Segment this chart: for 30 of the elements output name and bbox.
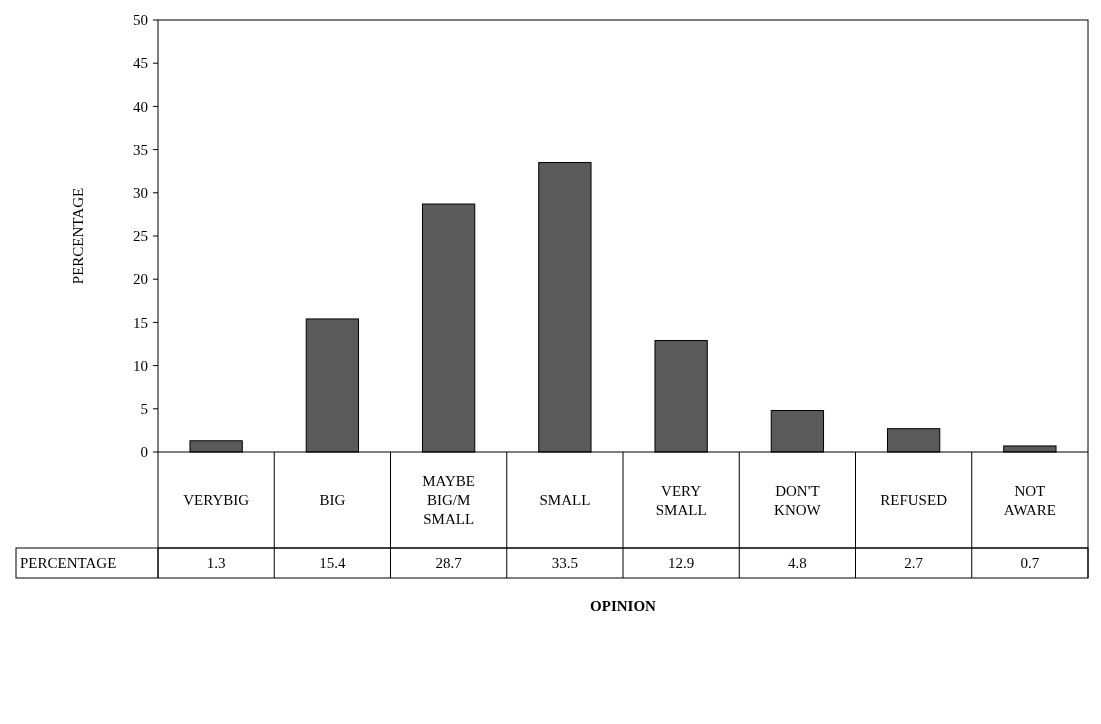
data-label: 1.3 [206, 555, 226, 572]
text: PERCENTAGE [20, 555, 117, 572]
y-tick-label: 20 [133, 271, 148, 288]
data-label: 33.5 [551, 555, 578, 572]
data-label: 12.9 [668, 555, 695, 572]
y-tick-label: 40 [133, 98, 148, 115]
data-label: 2.7 [904, 555, 924, 572]
data-label: 15.4 [319, 555, 346, 572]
x-tick-label: REFUSED [880, 492, 948, 509]
x-tick-label: MAYBE BIG/M SMALL [422, 473, 476, 528]
x-tick-label: NOT AWARE [1003, 482, 1056, 518]
y-tick-label: 30 [133, 185, 148, 202]
x-tick-label: SMALL [539, 492, 591, 509]
y-tick-label: 15 [133, 314, 148, 331]
x-tick-label: DON'T KNOW [774, 482, 822, 518]
y-tick-label: 25 [133, 228, 148, 245]
x-tick-label: BIG [319, 492, 346, 509]
x-tick-label: VERYBIG [183, 492, 250, 509]
y-axis-title: PERCENTAGE [70, 187, 86, 285]
data-label: 0.7 [1020, 555, 1040, 572]
y-tick-label: 45 [133, 55, 148, 72]
y-tick-label: 35 [133, 141, 148, 158]
x-tick-label: VERY SMALL [655, 482, 707, 518]
y-tick-label: 5 [140, 401, 148, 418]
data-label: 4.8 [788, 555, 807, 572]
y-tick-label: 50 [133, 12, 148, 29]
y-tick-label: 0 [140, 444, 148, 461]
x-axis-title: OPINION [590, 598, 657, 614]
y-tick-label: 10 [133, 357, 148, 374]
data-label: 28.7 [435, 555, 463, 572]
